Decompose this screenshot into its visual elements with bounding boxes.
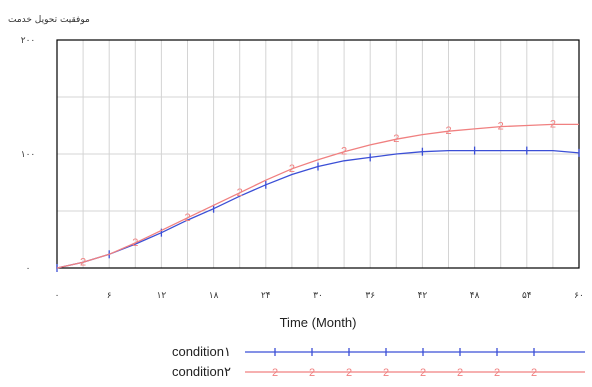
x-axis-ticks: ۰ ۶ ۱۲ ۱۸ ۲۴ ۳۰ ۳۶ ۴۲ ۴۸ ۵۴ ۶۰ (55, 291, 584, 301)
data-point: 2 (80, 256, 86, 268)
series-line (56, 123, 579, 269)
x-tick-label: ۳۶ (365, 291, 375, 301)
series-1 (56, 146, 580, 272)
data-point: 2 (132, 237, 138, 249)
x-tick-label: ۰ (55, 291, 60, 301)
series-layer: 2 2 2 2 2 2 2 2 2 2 (56, 118, 580, 272)
grid-layer (57, 40, 579, 268)
x-tick-label: ۱۲ (157, 291, 167, 301)
legend: condition۱ condition۲ 2 2 2 2 2 2 2 2 (172, 344, 585, 379)
legend-marker: 2 (531, 367, 537, 379)
y-tick-label: ۲۰۰ (21, 36, 36, 46)
legend-marker: 2 (457, 367, 463, 379)
legend-label: condition۲ (172, 364, 231, 379)
data-point: 2 (498, 121, 504, 133)
data-point: 2 (550, 118, 556, 130)
x-tick-label: ۱۸ (209, 291, 219, 301)
data-point: 2 (289, 163, 295, 175)
legend-marker: 2 (272, 367, 278, 379)
x-tick-label: ۶۰ (574, 291, 584, 301)
x-tick-label: ۶ (107, 291, 112, 301)
data-point: 2 (393, 133, 399, 145)
x-tick-label: ۳۰ (313, 291, 323, 301)
y-tick-label: ۱۰۰ (21, 150, 36, 160)
legend-marker: 2 (346, 367, 352, 379)
legend-marker: 2 (420, 367, 426, 379)
x-tick-label: ۴۲ (418, 291, 428, 301)
y-axis-ticks: ۰ ۱۰۰ ۲۰۰ (21, 36, 36, 274)
x-tick-label: ۵۴ (522, 291, 532, 301)
legend-marker: 2 (383, 367, 389, 379)
data-point: 2 (184, 212, 190, 224)
legend-label: condition۱ (172, 344, 231, 359)
data-point: 2 (341, 146, 347, 158)
x-axis-label: Time (Month) (280, 315, 357, 330)
y-tick-label: ۰ (26, 264, 31, 274)
data-point: 2 (237, 187, 243, 199)
chart-title: موفقیت تحویل خدمت (8, 15, 90, 25)
x-tick-label: ۲۴ (261, 291, 271, 301)
series-2: 2 2 2 2 2 2 2 2 2 2 (56, 118, 579, 269)
legend-marker: 2 (309, 367, 315, 379)
data-point: 2 (445, 125, 451, 137)
x-tick-label: ۴۸ (470, 291, 480, 301)
legend-marker: 2 (494, 367, 500, 379)
